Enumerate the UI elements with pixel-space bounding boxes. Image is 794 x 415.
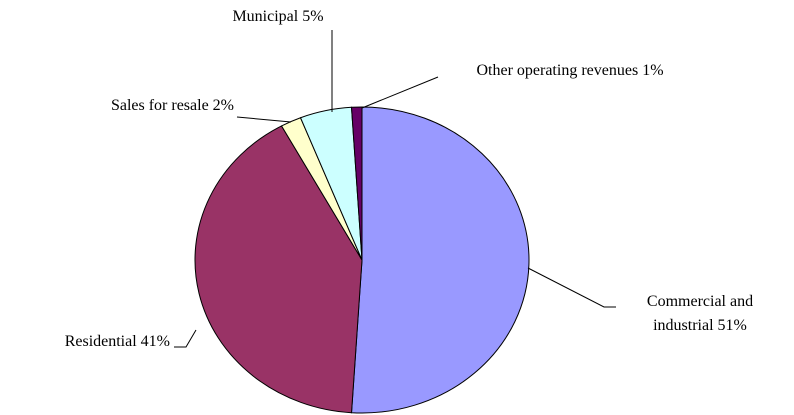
category-name: Municipal [232,8,299,25]
slice-label: Other operating revenues 1% [440,59,700,83]
slice-label: Residential 41% [0,330,170,354]
leader-line [236,116,292,123]
category-name: Commercial and industrial [646,293,754,334]
slice-label: Municipal 5% [190,5,366,29]
leader-line [174,329,197,348]
value-label: 1% [642,62,664,79]
value-label: 5% [302,8,324,25]
pie-slice [350,106,530,414]
label-text: Other operating revenues 1% [440,59,700,83]
pie-slice [194,125,363,414]
value-label: 41% [140,333,170,350]
label-text: Municipal 5% [190,5,366,29]
value-label: 51% [717,317,747,334]
slice-label: Sales for resale 2% [0,94,234,118]
category-name: Other operating revenues [476,62,639,79]
category-name: Residential [64,333,137,350]
leader-line [527,267,616,308]
leader-line [361,76,439,109]
category-name: Sales for resale [110,97,209,114]
label-text: Sales for resale 2% [0,94,234,118]
label-text: Commercial and industrial 51% [625,290,775,338]
value-label: 2% [212,97,234,114]
label-text: Residential 41% [0,330,170,354]
pie-slice [350,106,363,261]
slice-label: Commercial and industrial 51% [625,290,775,338]
